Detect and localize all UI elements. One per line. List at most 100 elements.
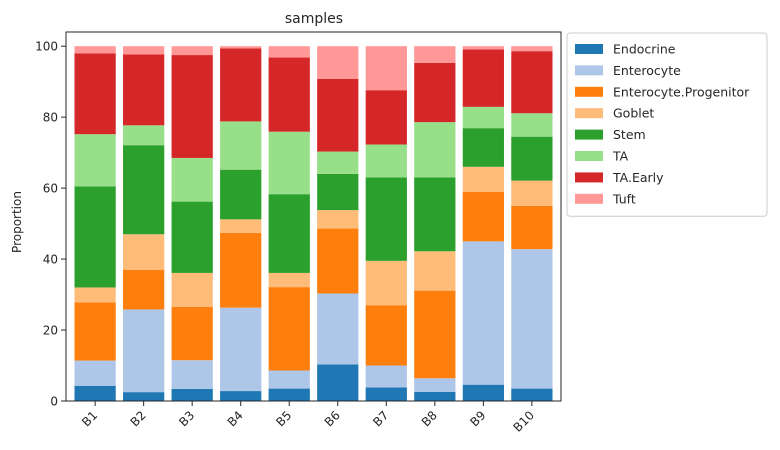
x-tick-label: B2 xyxy=(128,408,149,429)
legend-swatch xyxy=(575,151,603,161)
bar-segment-b5-4 xyxy=(268,194,310,273)
legend-label: Enterocyte.Progenitor xyxy=(613,84,750,99)
bar-segment-b7-3 xyxy=(365,260,407,306)
bar-segment-b2-4 xyxy=(123,145,165,235)
bar-segment-b4-5 xyxy=(220,121,262,170)
bar-segment-b2-1 xyxy=(123,309,165,393)
bar-segment-b2-0 xyxy=(123,392,165,401)
y-tick-label: 100 xyxy=(35,40,58,54)
bar-segment-b4-3 xyxy=(220,219,262,233)
legend-label: Endocrine xyxy=(613,42,676,57)
bar-segment-b9-7 xyxy=(462,46,504,50)
bar-segment-b9-6 xyxy=(462,49,504,107)
legend-swatch xyxy=(575,108,603,119)
bar-segment-b10-3 xyxy=(511,180,553,206)
x-tick-label: B10 xyxy=(510,408,537,435)
bar-segment-b6-6 xyxy=(317,78,359,152)
legend-label: Goblet xyxy=(613,106,654,121)
bar-segment-b1-5 xyxy=(74,134,116,187)
bar-segment-b8-0 xyxy=(414,391,456,401)
bar-segment-b3-4 xyxy=(171,201,213,273)
legend-swatch xyxy=(575,193,603,204)
y-tick-label: 60 xyxy=(43,182,58,196)
legend-swatch xyxy=(575,172,603,183)
bar-segment-b5-7 xyxy=(268,46,310,58)
y-axis-label: Proportion xyxy=(10,191,24,253)
y-tick-label: 80 xyxy=(43,111,58,125)
chart-title: samples xyxy=(285,11,343,27)
bar-segment-b6-5 xyxy=(317,151,359,174)
legend-label: Enterocyte xyxy=(613,63,681,78)
bar-segment-b3-3 xyxy=(171,272,213,307)
legend-swatch xyxy=(575,86,603,97)
bar-segment-b10-6 xyxy=(511,51,553,114)
legend-label: Tuft xyxy=(612,191,636,206)
bar-segment-b1-3 xyxy=(74,287,116,303)
bar-segment-b7-5 xyxy=(365,144,407,178)
y-tick-label: 0 xyxy=(50,395,58,409)
bar-segment-b1-6 xyxy=(74,53,116,135)
bar-segment-b3-7 xyxy=(171,46,213,56)
x-tick-label: B7 xyxy=(370,408,391,429)
bar-segment-b9-2 xyxy=(462,192,504,242)
bar-segment-b8-4 xyxy=(414,177,456,252)
bar-segment-b10-1 xyxy=(511,249,553,389)
bar-segment-b10-7 xyxy=(511,46,553,52)
bar-segment-b7-6 xyxy=(365,90,407,145)
bar-segment-b5-0 xyxy=(268,388,310,401)
bar-segment-b8-5 xyxy=(414,122,456,178)
x-tick-label: B5 xyxy=(273,408,294,429)
bar-segment-b1-0 xyxy=(74,385,116,401)
bar-segment-b4-4 xyxy=(220,169,262,220)
bar-segment-b4-1 xyxy=(220,307,262,392)
bar-segment-b8-7 xyxy=(414,46,456,63)
bar-segment-b5-6 xyxy=(268,57,310,132)
bar-segment-b5-2 xyxy=(268,287,310,371)
y-tick-label: 40 xyxy=(43,253,58,267)
bar-segment-b7-4 xyxy=(365,177,407,261)
legend-label: Stem xyxy=(613,127,646,142)
x-tick-label: B6 xyxy=(322,408,343,429)
bar-segment-b7-2 xyxy=(365,305,407,366)
bar-segment-b1-1 xyxy=(74,360,116,386)
bar-segment-b5-1 xyxy=(268,370,310,389)
bar-segment-b7-7 xyxy=(365,46,407,91)
legend-swatch xyxy=(575,65,603,76)
bar-segment-b10-5 xyxy=(511,113,553,137)
bar-segment-b10-0 xyxy=(511,388,553,401)
legend-frame xyxy=(566,32,768,217)
bar-segment-b3-5 xyxy=(171,157,213,202)
axes-layer: 0 20 40 60 80 100 B1 B2 B3 B4 B5 B6 B7 B8 B9 B10 xyxy=(35,31,562,435)
bar-segment-b9-0 xyxy=(462,384,504,401)
bar-segment-b3-6 xyxy=(171,55,213,158)
bars-layer xyxy=(74,46,553,401)
bar-segment-b2-7 xyxy=(123,46,165,55)
x-tick-label: B3 xyxy=(176,408,197,429)
bar-segment-b4-2 xyxy=(220,232,262,308)
legend-swatch xyxy=(575,44,603,54)
bar-segment-b8-2 xyxy=(414,290,456,379)
bar-segment-b4-0 xyxy=(220,391,262,401)
bar-segment-b7-0 xyxy=(365,387,407,401)
legend-label: TA.Early xyxy=(612,170,664,185)
bar-segment-b4-6 xyxy=(220,48,262,122)
bar-segment-b9-3 xyxy=(462,166,504,193)
bar-segment-b2-3 xyxy=(123,234,165,270)
bar-segment-b6-0 xyxy=(317,364,359,401)
bar-segment-b2-5 xyxy=(123,125,165,146)
x-tick-label: B1 xyxy=(79,408,100,429)
bar-segment-b9-1 xyxy=(462,241,504,385)
bar-segment-b6-3 xyxy=(317,210,359,229)
bar-segment-b9-4 xyxy=(462,128,504,167)
bar-segment-b6-4 xyxy=(317,173,359,211)
bar-segment-b3-1 xyxy=(171,360,213,389)
bar-segment-b6-1 xyxy=(317,293,359,365)
bar-segment-b10-2 xyxy=(511,205,553,250)
legend-label: TA xyxy=(612,149,629,164)
bar-segment-b3-2 xyxy=(171,306,213,361)
bar-segment-b8-1 xyxy=(414,378,456,392)
bar-segment-b9-5 xyxy=(462,106,504,129)
legend: Endocrine Enterocyte Enterocyte.Progenitor… xyxy=(566,32,768,217)
bar-segment-b1-7 xyxy=(74,46,116,54)
